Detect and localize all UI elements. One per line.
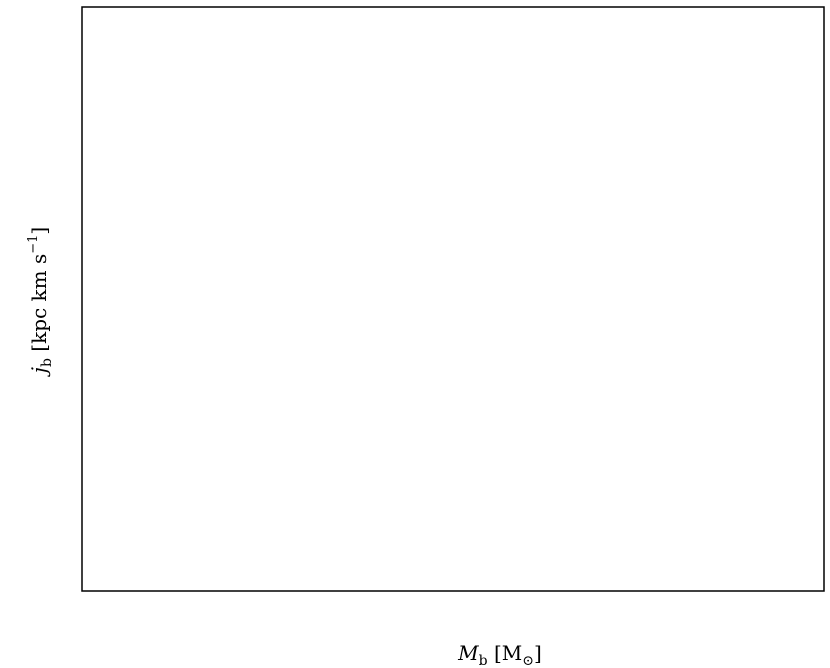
y-axis-title: jb [kpc km s−1] [26, 227, 55, 378]
plot-frame [81, 6, 825, 592]
x-axis-title: Mb [M⊙] [457, 641, 542, 668]
